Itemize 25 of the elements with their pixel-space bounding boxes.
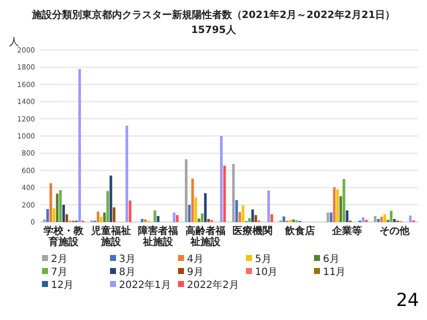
chart-title: 施設分類別東京都内クラスター新規陽性者数（2021年2月～2022年2月21日） [30, 9, 396, 21]
legend-label: 11月 [323, 267, 346, 278]
legend-label: 5月 [255, 254, 272, 265]
legend-label: 12月 [51, 280, 74, 291]
legend-label: 2022年1月 [119, 279, 171, 291]
legend-label: 8月 [119, 267, 136, 278]
x-tick-label: 企業等 [331, 225, 362, 237]
legend-label: 10月 [255, 267, 278, 278]
y-axis-title: 人 [9, 37, 19, 48]
x-tick-label: 学校・教育施設 [44, 225, 85, 248]
legend-label: 2022年2月 [187, 279, 239, 291]
x-tick-label: 高齢者福祉施設 [185, 225, 226, 248]
legend-label: 9月 [187, 267, 204, 278]
legend-label: 2月 [51, 254, 68, 265]
legend-label: 3月 [119, 254, 136, 265]
x-tick-label: その他 [379, 225, 410, 237]
text: 24 [396, 290, 419, 311]
x-tick-label: 児童福祉施設 [90, 225, 131, 248]
legend-label: 4月 [187, 254, 204, 265]
legend-label: 6月 [323, 254, 340, 265]
chart-subtitle: 15795人 [191, 24, 237, 36]
x-tick-label: 医療機関 [232, 225, 273, 237]
x-tick-label: 飲食店 [284, 225, 315, 237]
legend-label: 7月 [51, 267, 68, 278]
x-tick-label: 障害者福祉施設 [138, 225, 178, 248]
